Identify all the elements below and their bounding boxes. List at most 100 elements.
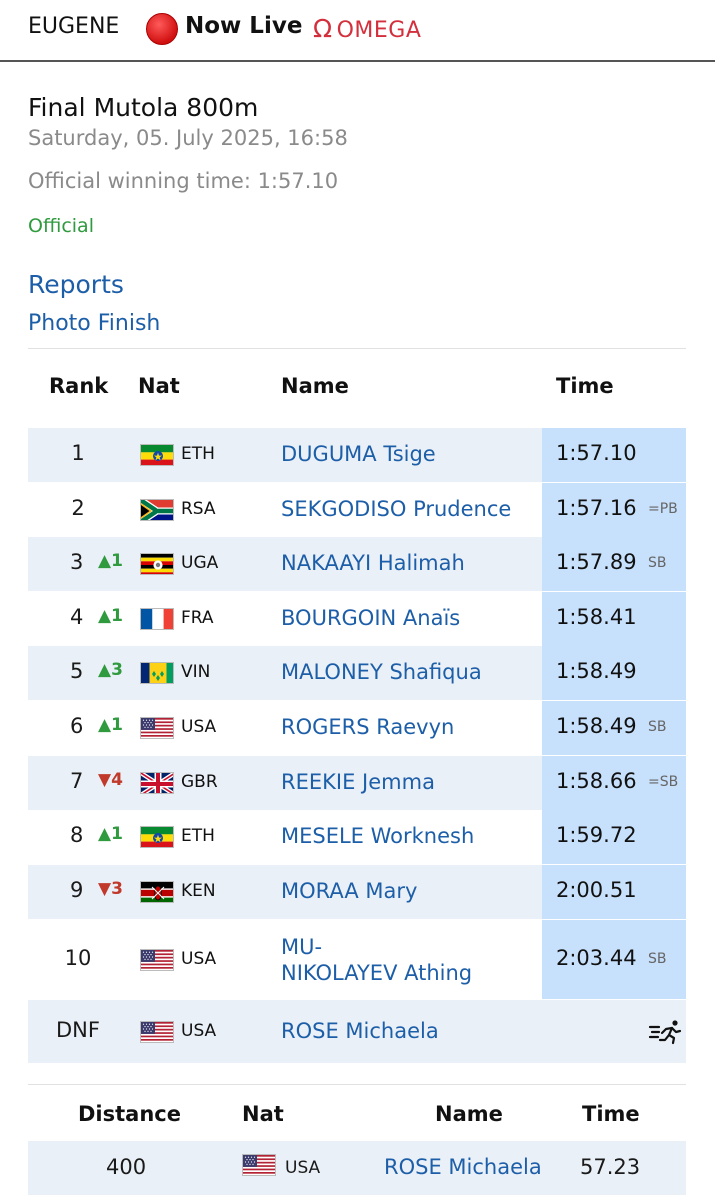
rank-cell: 10	[64, 945, 92, 970]
time-cell: 1:57.16	[556, 496, 637, 520]
flag-fra-icon	[140, 608, 174, 630]
results-header: Rank Nat Name Time	[28, 374, 686, 404]
athlete-name-link[interactable]: ROSE Michaela	[281, 1018, 439, 1043]
record-note-badge: SB	[648, 950, 667, 967]
time-cell: 2:03.44	[556, 945, 637, 970]
flag-usa-icon	[140, 948, 174, 971]
nat-cell: KEN	[181, 881, 216, 901]
omega-logo: Ω OMEGA	[313, 14, 421, 43]
time-cell: 1:58.49	[556, 714, 637, 738]
table-row: 4 ▲1 FRA BOURGOIN Anaïs 1:58.41	[28, 592, 686, 646]
splits-header: Distance Nat Name Time	[28, 1102, 686, 1130]
name-header: Name	[281, 374, 349, 398]
rank-cell: 5	[70, 659, 84, 683]
table-row: 3 ▲1 UGA NAKAAYI Halimah 1:57.89 SB	[28, 537, 686, 591]
time-highlight	[542, 592, 686, 646]
rank-cell: 4	[70, 605, 84, 629]
time-header: Time	[582, 1102, 640, 1126]
table-row: 7 ▼4 GBR REEKIE Jemma 1:58.66 =SB	[28, 756, 686, 810]
nat-cell: USA	[181, 948, 217, 969]
rank-header: Rank	[49, 374, 109, 398]
nat-header: Nat	[242, 1102, 284, 1126]
time-cell: 1:58.49	[556, 659, 637, 683]
flag-ken-icon	[140, 881, 174, 903]
nat-cell: GBR	[181, 772, 218, 792]
city-label: EUGENE	[28, 14, 120, 39]
table-row: 9 ▼3 KEN MORAA Mary 2:00.51	[28, 865, 686, 919]
table-row: 1 ETH DUGUMA Tsige 1:57.10	[28, 428, 686, 482]
splits-table: Distance Nat Name Time 400 USA ROSE Mich…	[28, 1084, 686, 1200]
event-date: Saturday, 05. July 2025, 16:58	[28, 126, 348, 150]
position-change-badge: ▼4	[98, 770, 123, 790]
nat-cell: USA	[181, 717, 217, 737]
time-highlight	[542, 756, 686, 810]
rank-cell: 1	[71, 441, 85, 465]
athlete-name-link[interactable]: SEKGODISO Prudence	[281, 497, 512, 521]
rank-cell: 8	[70, 823, 84, 847]
athlete-name-link[interactable]: REEKIE Jemma	[281, 770, 435, 794]
time-highlight	[542, 810, 686, 864]
time-highlight	[542, 428, 686, 482]
flag-rsa-icon	[140, 499, 174, 521]
time-highlight	[542, 646, 686, 700]
top-bar: EUGENE Now Live Ω OMEGA	[0, 0, 715, 62]
athlete-name-line: NIKOLAYEV Athing	[281, 960, 473, 985]
live-dot-icon	[146, 13, 178, 45]
time-cell: 2:00.51	[556, 878, 637, 902]
nat-header: Nat	[138, 374, 180, 398]
split-distance: 400	[106, 1155, 147, 1179]
nat-cell: ETH	[181, 444, 215, 464]
athlete-name-link[interactable]: BOURGOIN Anaïs	[281, 606, 461, 630]
athlete-name-link[interactable]: MORAA Mary	[281, 879, 418, 903]
distance-header: Distance	[78, 1102, 181, 1126]
nat-cell: FRA	[181, 608, 214, 628]
split-nat: USA	[285, 1158, 321, 1178]
split-athlete-name[interactable]: ROSE Michaela	[384, 1155, 542, 1179]
nat-cell: ETH	[181, 826, 215, 846]
name-header: Name	[435, 1102, 503, 1126]
rank-cell: DNF	[56, 1017, 100, 1042]
flag-usa-icon	[140, 1020, 174, 1043]
rank-cell: 6	[70, 714, 84, 738]
photo-finish-link[interactable]: Photo Finish	[28, 311, 161, 336]
time-highlight	[542, 483, 686, 537]
rank-cell: 9	[70, 878, 84, 902]
sponsor-name: OMEGA	[336, 18, 422, 43]
athlete-name-link[interactable]: NAKAAYI Halimah	[281, 551, 465, 575]
athlete-name-link[interactable]: MALONEY Shafiqua	[281, 660, 482, 684]
table-row: 10 USA MU- NIKOLAYEV Athing 2:03.44 SB	[28, 920, 686, 999]
time-cell: 1:58.66	[556, 769, 637, 793]
flag-vin-icon	[140, 662, 174, 684]
nat-cell: RSA	[181, 499, 216, 519]
live-label[interactable]: Now Live	[185, 13, 303, 39]
record-note-badge: =PB	[648, 501, 678, 517]
winning-time: Official winning time: 1:57.10	[28, 169, 339, 193]
record-note-badge: SB	[648, 555, 667, 571]
flag-eth-icon	[140, 444, 174, 466]
athlete-name-link[interactable]: DUGUMA Tsige	[281, 442, 436, 466]
position-change-badge: ▼3	[98, 879, 123, 899]
split-time: 57.23	[580, 1155, 641, 1179]
event-title: Final Mutola 800m	[28, 93, 259, 122]
omega-logo-icon: Ω	[313, 14, 333, 43]
time-highlight	[542, 920, 686, 999]
athlete-name-link[interactable]: MESELE Worknesh	[281, 824, 475, 848]
flag-uga-icon	[140, 553, 174, 575]
table-row: 6 ▲1 USA ROGERS Raevyn 1:58.49 SB	[28, 701, 686, 755]
table-row-dnf: DNF USA ROSE Michaela	[28, 1000, 686, 1063]
athlete-name-line: MU-	[281, 934, 323, 959]
position-change-badge: ▲3	[98, 660, 123, 680]
rank-cell: 2	[71, 496, 85, 520]
nat-cell: VIN	[181, 662, 211, 682]
athlete-name-link[interactable]: ROGERS Raevyn	[281, 715, 455, 739]
runner-dnf-icon	[648, 1019, 684, 1045]
position-change-badge: ▲1	[98, 551, 123, 571]
flag-eth-icon	[140, 826, 174, 848]
time-cell: 1:58.41	[556, 605, 637, 629]
athlete-name-link[interactable]: MU- NIKOLAYEV Athing	[281, 934, 472, 986]
record-note-badge: SB	[648, 719, 667, 735]
flag-usa-icon	[140, 717, 174, 739]
rank-cell: 3	[70, 550, 84, 574]
flag-usa-icon	[242, 1154, 276, 1176]
reports-link[interactable]: Reports	[28, 270, 124, 299]
